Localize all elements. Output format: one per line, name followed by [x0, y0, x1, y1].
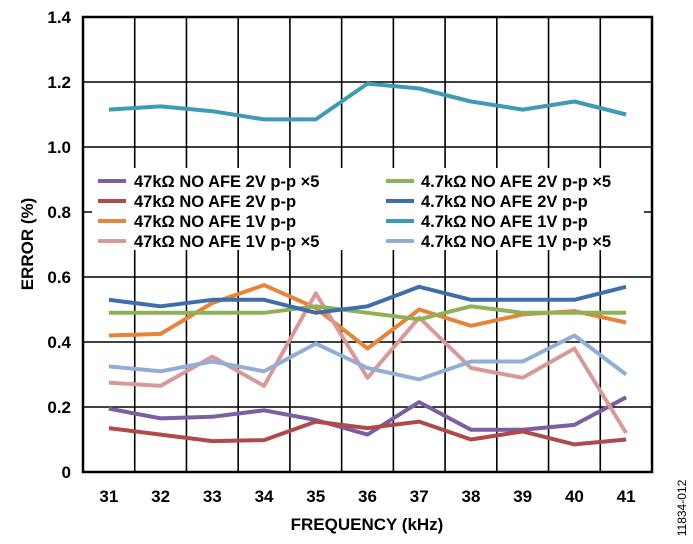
- legend-label: 47kΩ NO AFE 2V p-p ×5: [134, 173, 319, 191]
- legend-label: 4.7kΩ NO AFE 2V p-p: [421, 193, 588, 211]
- x-tick-label: 33: [203, 487, 222, 506]
- plot-frame: [81, 15, 654, 474]
- x-tick-label: 31: [99, 487, 118, 506]
- x-tick-label: 35: [306, 487, 325, 506]
- series-line-6: [108, 284, 627, 315]
- x-axis-label: FREQUENCY (kHz): [291, 515, 444, 534]
- series-lines: [108, 81, 628, 447]
- x-tick-label: 38: [461, 487, 480, 506]
- y-tick-label: 0.8: [47, 203, 71, 222]
- x-tick-label: 41: [617, 487, 636, 506]
- series-line-5: [108, 304, 627, 322]
- legend-label: 47kΩ NO AFE 1V p-p ×5: [134, 233, 319, 251]
- x-tick-label: 36: [358, 487, 377, 506]
- y-tick-labels: 0 0.2 0.4 0.6 0.8 1.0 1.2 1.4: [47, 8, 71, 482]
- y-tick-label: 1.4: [47, 8, 71, 27]
- x-tick-labels: 31 32 33 34 35 36 37 38 39 40 41: [99, 487, 635, 506]
- series-line-1: [108, 395, 628, 437]
- legend-background: [92, 168, 644, 250]
- y-axis-label: ERROR (%): [18, 198, 37, 291]
- x-tick-label: 40: [565, 487, 584, 506]
- x-tick-label: 39: [513, 487, 532, 506]
- y-tick-label: 1.2: [47, 73, 71, 92]
- y-tick-label: 0: [62, 463, 71, 482]
- legend-label: 4.7kΩ NO AFE 1V p-p: [421, 213, 588, 231]
- series-line-7: [108, 81, 627, 122]
- y-tick-label: 0.2: [47, 398, 71, 417]
- legend: 47kΩ NO AFE 2V p-p ×5 47kΩ NO AFE 2V p-p 4…: [98, 173, 611, 251]
- legend-label: 4.7kΩ NO AFE 2V p-p ×5: [421, 173, 611, 191]
- x-tick-label: 34: [255, 487, 274, 506]
- y-tick-label: 0.4: [47, 333, 71, 352]
- legend-label: 47kΩ NO AFE 2V p-p: [134, 193, 296, 211]
- x-tick-label: 37: [410, 487, 429, 506]
- x-tick-label: 32: [151, 487, 170, 506]
- legend-label: 4.7kΩ NO AFE 1V p-p ×5: [421, 233, 611, 251]
- series-line-8: [108, 333, 628, 382]
- y-tick-label: 0.6: [47, 268, 71, 287]
- legend-label: 47kΩ NO AFE 1V p-p: [134, 213, 296, 231]
- figure-id: 11834-012: [675, 479, 689, 536]
- series-line-2: [108, 419, 627, 447]
- y-tick-label: 1.0: [47, 138, 71, 157]
